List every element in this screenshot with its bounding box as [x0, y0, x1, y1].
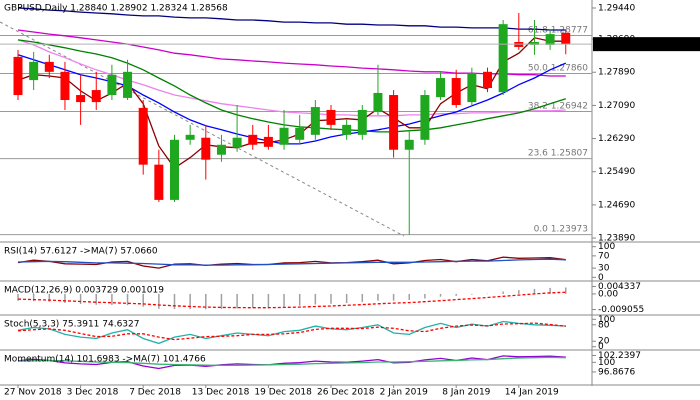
moving-average — [17, 7, 566, 31]
fib-level: 23.6 — [528, 148, 548, 158]
candle-body — [216, 144, 226, 155]
y-tick-label: 100 — [598, 315, 615, 325]
candle-body — [29, 61, 39, 81]
fib-level: 50.0 — [528, 63, 548, 73]
y-tick-label: 1.27890 — [598, 68, 635, 78]
indicator-line — [17, 322, 566, 341]
candle-body — [357, 109, 367, 135]
y-tick-label: 0 — [598, 273, 604, 283]
y-tick-label: 0 — [598, 342, 604, 352]
y-tick-label: 100 — [598, 242, 615, 252]
candle-body — [310, 107, 320, 135]
candle-body — [138, 107, 148, 165]
candle-body — [545, 34, 555, 45]
panel-title: Stoch(5,3,3) 75.3911 74.6327 — [4, 320, 139, 330]
y-tick-label: 1.23890 — [598, 234, 635, 244]
x-tick-label: 2 Jan 2019 — [380, 388, 428, 398]
candle-body — [529, 41, 539, 45]
fib-level: 61.8 — [528, 25, 548, 35]
candle-body — [436, 78, 446, 98]
y-tick-label: -0.009055 — [598, 305, 644, 315]
y-tick-label: 70 — [598, 251, 610, 261]
candle-body — [389, 95, 399, 150]
candle-body — [263, 136, 273, 147]
candle-body — [404, 139, 414, 150]
candle-body — [91, 90, 101, 103]
fib-price: 1.26942 — [551, 101, 588, 111]
y-tick-label: 30 — [598, 264, 610, 274]
y-tick-label: 1.25490 — [598, 167, 635, 177]
candle-body — [107, 74, 117, 96]
candle-body — [483, 71, 492, 88]
fib-label: 50.0 1.27860 — [528, 63, 588, 73]
candle-body — [561, 32, 571, 45]
candle-body — [201, 137, 211, 160]
indicator-line — [17, 258, 566, 266]
y-tick-label: 80 — [598, 320, 610, 330]
candle-body — [60, 71, 70, 101]
candle-body — [170, 139, 179, 200]
fib-price: 1.23973 — [551, 224, 588, 234]
y-tick-label: 0.004337 — [598, 282, 641, 292]
signal-line — [17, 291, 566, 309]
moving-average — [17, 39, 566, 133]
moving-average — [17, 39, 566, 117]
indicator-line — [17, 356, 566, 367]
candle-body — [232, 137, 242, 148]
y-tick-label: 1.29440 — [598, 3, 635, 13]
indicator-line — [17, 320, 566, 345]
y-tick-label: 100 — [598, 358, 615, 368]
candle-body — [373, 92, 383, 113]
fib-price: 1.27860 — [551, 63, 588, 73]
x-tick-label: 8 Jan 2019 — [442, 388, 490, 398]
price-box-label: 1.28568 — [600, 40, 641, 50]
panel-title: MACD(12,26,9) 0.003729 0.001019 — [4, 286, 164, 296]
candle-body — [451, 78, 461, 105]
y-tick-label: 20 — [598, 337, 610, 347]
x-tick-label: 19 Dec 2018 — [254, 388, 312, 398]
fib-label: 38.2 1.26942 — [528, 101, 588, 111]
candle-body — [295, 127, 305, 140]
fib-level: 0.0 — [534, 224, 549, 234]
y-tick-label: 1.26290 — [598, 134, 635, 144]
candle-body — [185, 134, 195, 140]
candle-body — [279, 127, 289, 145]
candle-body — [123, 71, 133, 98]
y-tick-label: 102.2397 — [598, 351, 641, 361]
candle-body — [154, 164, 164, 200]
y-tick-label: 1.27090 — [598, 101, 635, 111]
x-tick-label: 3 Dec 2018 — [67, 388, 119, 398]
trend-line — [0, 21, 405, 237]
panel-title: GBPUSD,Daily 1.28840 1.28902 1.28324 1.2… — [4, 4, 228, 14]
candle-body — [44, 61, 54, 72]
candle-body — [76, 95, 86, 103]
candle-body — [13, 56, 23, 96]
x-tick-label: 27 Nov 2018 — [4, 388, 62, 398]
x-tick-label: 7 Dec 2018 — [129, 388, 181, 398]
candle-body — [248, 134, 258, 145]
fib-label: 61.8 1.28777 — [528, 25, 588, 35]
x-tick-label: 13 Dec 2018 — [192, 388, 250, 398]
candle-body — [326, 109, 336, 125]
candle-body — [420, 95, 430, 140]
fib-price: 1.28777 — [551, 25, 588, 35]
y-tick-label: 1.24690 — [598, 200, 635, 210]
panel-title: RSI(14) 57.6127 ->MA(7) 57.0660 — [4, 247, 158, 257]
candle-body — [342, 124, 352, 135]
x-tick-label: 26 Dec 2018 — [317, 388, 375, 398]
fib-label: 23.6 1.25807 — [528, 148, 588, 158]
fib-level: 38.2 — [528, 101, 548, 111]
price-box — [593, 37, 700, 52]
candle-body — [498, 24, 508, 93]
fib-label: 0.0 1.23973 — [534, 224, 588, 234]
panel-title: Momentum(14) 101.6983 ->MA(7) 101.4766 — [4, 355, 206, 365]
candle-body — [467, 73, 477, 103]
x-tick-label: 14 Jan 2019 — [505, 388, 559, 398]
fib-price: 1.25807 — [551, 148, 588, 158]
y-tick-label: 0.00 — [598, 289, 618, 299]
y-tick-label: 96.8676 — [598, 367, 635, 377]
